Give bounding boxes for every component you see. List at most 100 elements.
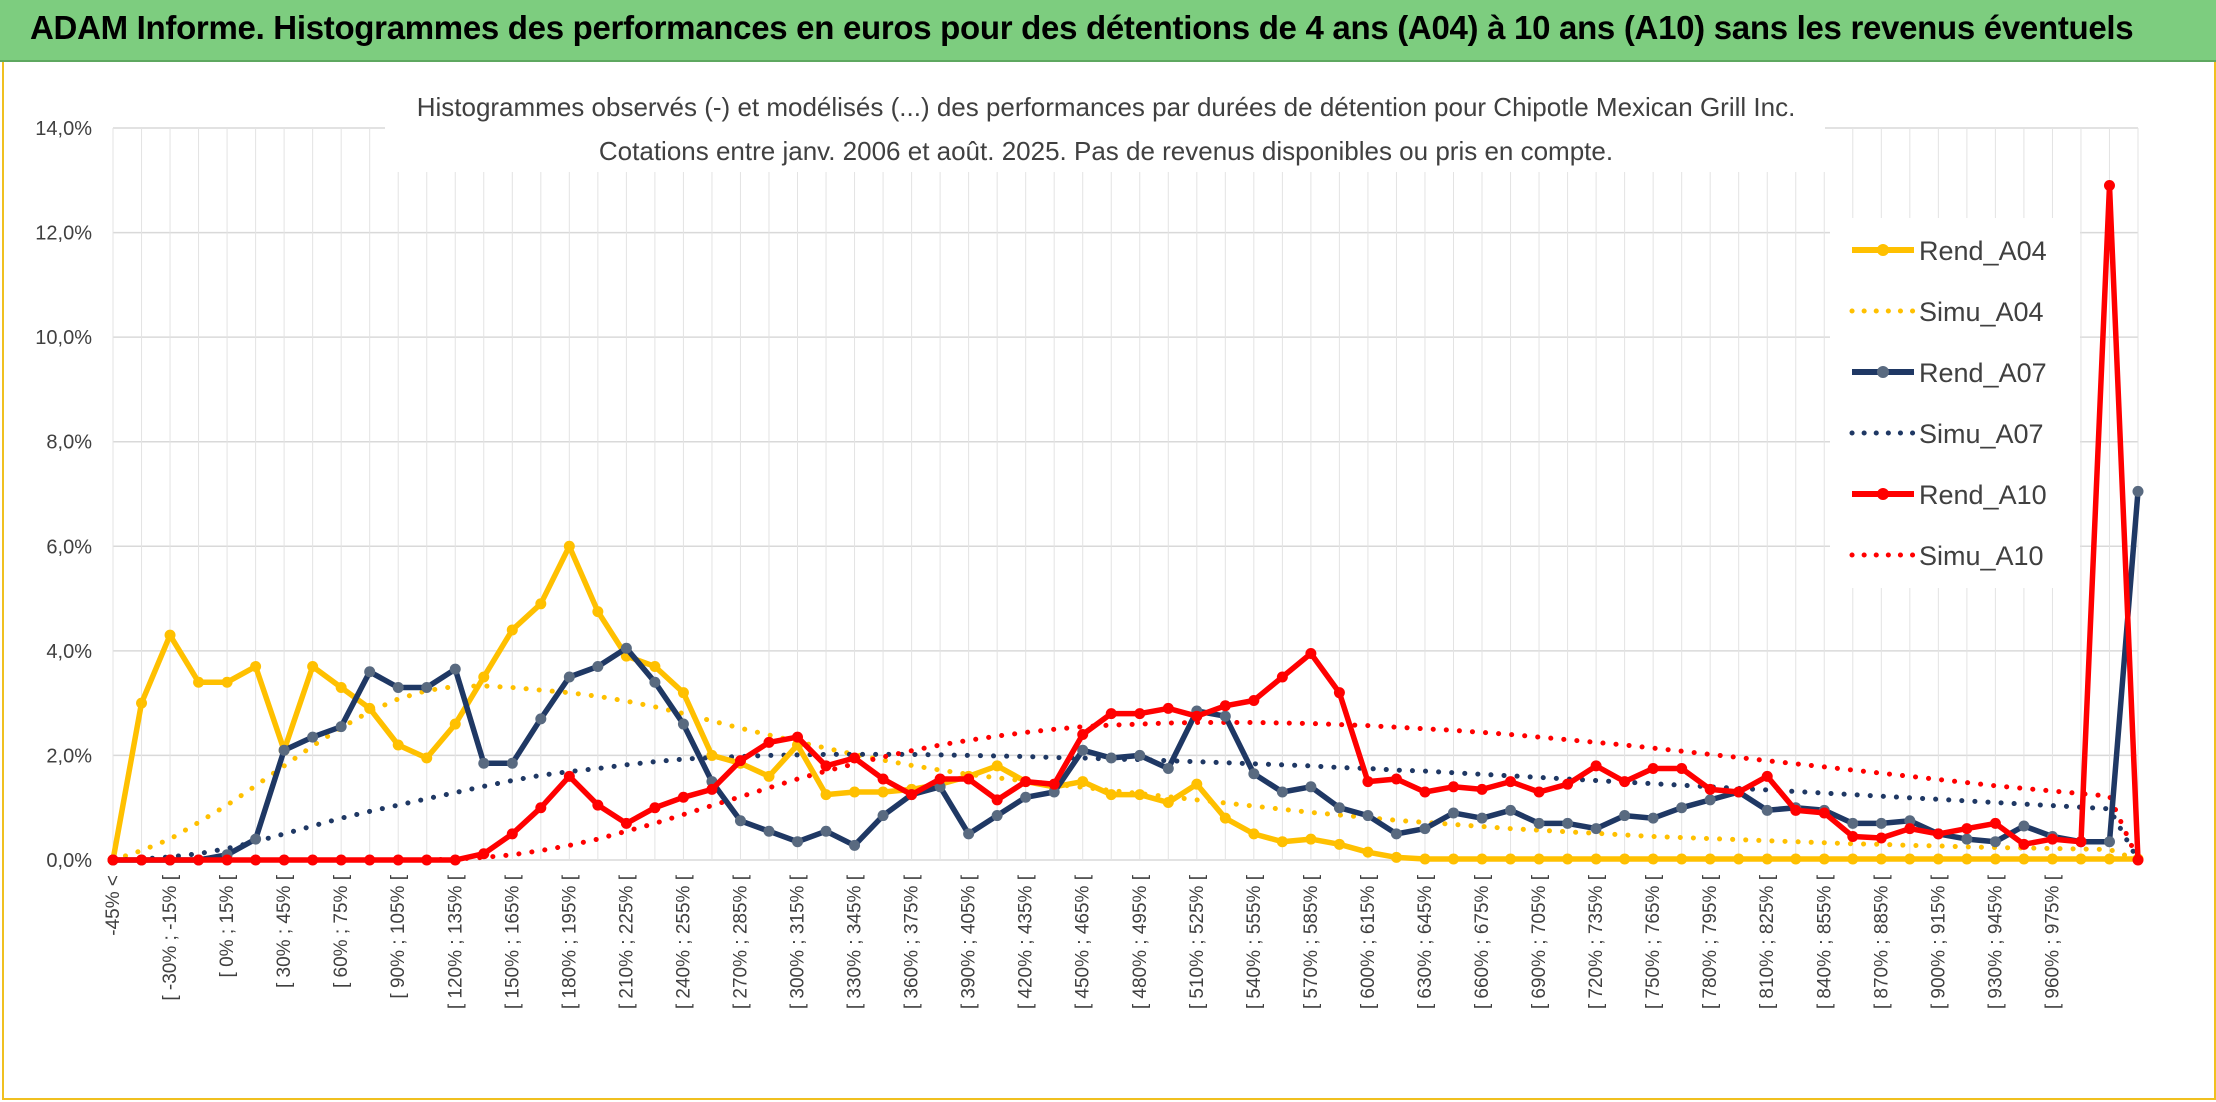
data-point: [335, 681, 347, 693]
data-point: [1790, 853, 1802, 865]
data-point: [1447, 781, 1459, 793]
data-point: [1134, 749, 1146, 761]
data-point: [1447, 853, 1459, 865]
data-point: [2075, 853, 2087, 865]
data-point: [250, 661, 262, 673]
x-tick-label: [ 210% ; 225% [: [616, 874, 637, 1009]
data-point: [449, 663, 461, 675]
data-point: [763, 825, 775, 837]
data-point: [1619, 776, 1631, 788]
data-point: [620, 817, 632, 829]
data-point: [278, 854, 290, 866]
data-point: [820, 825, 832, 837]
legend-item: Rend_A10: [1852, 480, 2047, 510]
data-point: [1562, 853, 1574, 865]
data-point: [1390, 828, 1402, 840]
data-point: [706, 783, 718, 795]
data-point: [706, 749, 718, 761]
data-point: [1562, 778, 1574, 790]
data-point: [2046, 853, 2058, 865]
data-point: [1961, 833, 1973, 845]
data-point: [649, 802, 661, 814]
data-point: [2046, 833, 2058, 845]
data-point: [1533, 786, 1545, 798]
legend-label: Simu_A04: [1919, 297, 2044, 327]
data-point: [849, 839, 861, 851]
data-point: [1505, 804, 1517, 816]
data-point: [1419, 823, 1431, 835]
legend-item: Rend_A07: [1852, 358, 2047, 388]
legend-label: Simu_A07: [1919, 419, 2044, 449]
data-point: [563, 770, 575, 782]
chart-subtitle: Cotations entre janv. 2006 et août. 2025…: [599, 136, 1613, 166]
data-point: [535, 598, 547, 610]
chart-frame: [2, 62, 2216, 1100]
data-point: [1333, 802, 1345, 814]
data-point: [1476, 853, 1488, 865]
data-point: [1733, 853, 1745, 865]
data-point: [1847, 853, 1859, 865]
data-point: [421, 752, 433, 764]
data-point: [1105, 708, 1117, 720]
x-tick-label: [ 0% ; 15% [: [217, 874, 238, 977]
data-point: [1248, 695, 1260, 707]
data-point: [1248, 828, 1260, 840]
x-tick-label: [ 30% ; 45% [: [274, 874, 295, 988]
y-tick-label: 0,0%: [46, 850, 92, 872]
x-tick-label: [ 150% ; 165% [: [502, 874, 523, 1009]
x-tick-label: [ 270% ; 285% [: [730, 874, 751, 1009]
data-point: [820, 789, 832, 801]
data-point: [392, 739, 404, 751]
data-point: [1875, 817, 1887, 829]
x-tick-label: [ 300% ; 315% [: [788, 874, 809, 1009]
data-point: [792, 836, 804, 848]
x-tick-label: [ 660% ; 675% [: [1472, 874, 1493, 1009]
data-point: [2075, 836, 2087, 848]
data-point: [934, 781, 946, 793]
x-tick-label: [ 240% ; 255% [: [673, 874, 694, 1009]
data-point: [1533, 853, 1545, 865]
data-point: [1704, 783, 1716, 795]
legend-label: Rend_A07: [1919, 358, 2047, 388]
data-point: [1505, 853, 1517, 865]
data-point: [1105, 789, 1117, 801]
data-point: [478, 671, 490, 683]
y-axis-ticks: 0,0% 2,0% 4,0% 6,0% 8,0% 10,0% 12,0% 14,0%: [35, 118, 92, 872]
report-title: ADAM Informe. Histogrammes des performan…: [30, 9, 2134, 46]
data-point: [2018, 820, 2030, 832]
data-point: [877, 786, 889, 798]
data-point: [991, 794, 1003, 806]
data-point: [1818, 807, 1830, 819]
series-line: [110, 751, 2141, 863]
data-point: [792, 731, 804, 743]
title-background: [385, 82, 1825, 172]
x-tick-label: [ 420% ; 435% [: [1016, 874, 1037, 1009]
data-point: [1134, 789, 1146, 801]
data-point: [1875, 853, 1887, 865]
y-tick-label: 12,0%: [35, 223, 92, 245]
data-point: [535, 713, 547, 725]
x-tick-label: [ 780% ; 795% [: [1700, 874, 1721, 1009]
legend-label: Rend_A04: [1919, 236, 2047, 266]
data-point: [1048, 778, 1060, 790]
data-point: [1419, 853, 1431, 865]
y-tick-label: 2,0%: [46, 745, 92, 767]
data-point: [1647, 763, 1659, 774]
x-tick-label: [ 600% ; 615% [: [1358, 874, 1379, 1009]
data-point: [2132, 854, 2144, 866]
data-point: [250, 833, 262, 845]
data-point: [1419, 786, 1431, 798]
data-point: [849, 752, 861, 764]
data-point: [1333, 687, 1345, 699]
data-point: [1676, 763, 1688, 774]
y-tick-label: 6,0%: [46, 536, 92, 558]
x-tick-label: [ 810% ; 825% [: [1757, 874, 1778, 1009]
x-tick-label: [ 120% ; 135% [: [445, 874, 466, 1009]
data-point: [563, 540, 575, 552]
data-point: [1875, 832, 1887, 844]
x-tick-label: [ 480% ; 495% [: [1130, 874, 1151, 1009]
data-point: [677, 791, 689, 803]
data-point: [1647, 812, 1659, 824]
data-point: [1932, 853, 1944, 865]
data-point: [1162, 796, 1174, 808]
